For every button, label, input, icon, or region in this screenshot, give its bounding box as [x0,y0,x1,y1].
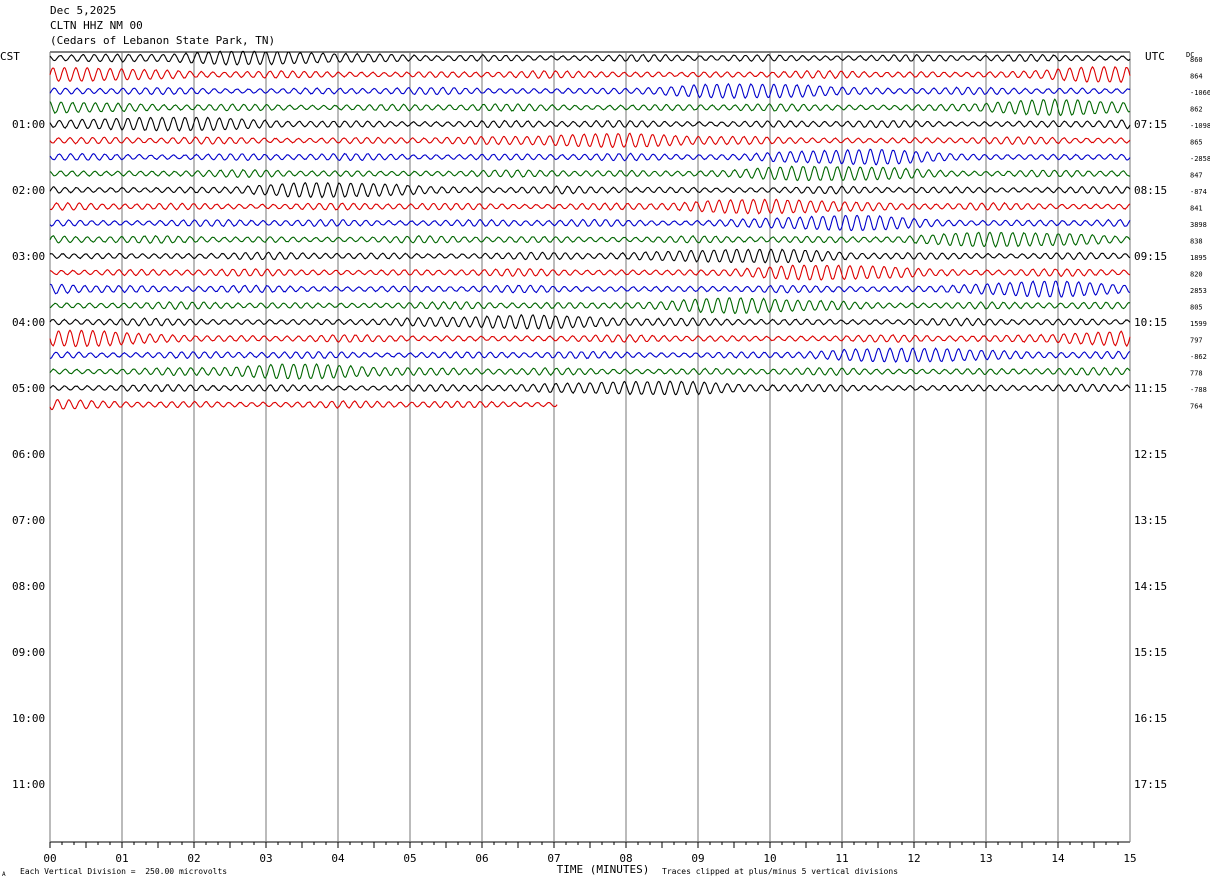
trace-row-3 [49,82,1131,100]
cst-hour-label: 08:00 [12,580,45,593]
dc-offset-label: 778 [1190,370,1203,378]
utc-hour-label: 12:15 [1134,448,1167,461]
dc-offset-label: 864 [1190,73,1203,81]
utc-hour-label: 13:15 [1134,514,1167,527]
dc-offset-label: 1895 [1190,254,1207,262]
trace-row-12 [49,231,1131,248]
dc-offset-label: 1599 [1190,320,1207,328]
cst-hour-label: 04:00 [12,316,45,329]
dc-offset-label: -2858 [1190,155,1210,163]
dc-offset-label: 841 [1190,205,1203,213]
x-tick-label: 14 [1051,852,1065,865]
trace-row-14 [49,264,1131,281]
seismic-traces [49,50,1131,411]
dc-offset-label: 838 [1190,238,1203,246]
trace-row-20 [49,363,1131,380]
trace-row-21 [49,380,1131,396]
x-tick-label: 01 [115,852,128,865]
station-label: CLTN HHZ NM 00 [50,19,143,32]
trace-row-1 [49,50,1131,66]
trace-row-2 [49,66,1131,83]
clip-note: Traces clipped at plus/minus 5 vertical … [662,867,899,876]
scale-note: Each Vertical Division = 250.00 microvol… [20,867,228,876]
dc-offset-label: -1098 [1190,122,1210,130]
dc-offset-label: -874 [1190,188,1207,196]
dc-offset-label: 764 [1190,403,1203,411]
x-tick-label: 02 [187,852,200,865]
trace-row-11 [49,214,1131,232]
x-tick-label: 08 [619,852,632,865]
x-tick-label: 03 [259,852,272,865]
utc-hour-label: 17:15 [1134,778,1167,791]
trace-row-19 [49,347,1131,363]
dc-label: DC [1186,51,1194,59]
cst-hour-label: 05:00 [12,382,45,395]
utc-label: UTC [1145,50,1165,63]
cst-hour-label: 06:00 [12,448,45,461]
trace-row-16 [49,297,1131,315]
dc-offset-label: 865 [1190,139,1203,147]
cst-hour-label: 03:00 [12,250,45,263]
cst-hour-label: 11:00 [12,778,45,791]
dc-offset-label: -788 [1190,386,1207,394]
dc-offset-label: 3898 [1190,221,1207,229]
utc-hour-label: 16:15 [1134,712,1167,725]
dc-offset-label: 862 [1190,106,1203,114]
x-tick-label: 05 [403,852,416,865]
trace-row-8 [49,165,1131,182]
x-tick-label: 12 [907,852,920,865]
x-tick-label: 04 [331,852,345,865]
corner-mark: A [2,871,6,878]
x-tick-label: 00 [43,852,56,865]
x-tick-label: 13 [979,852,992,865]
dc-offset-label: 797 [1190,337,1203,345]
trace-row-18 [49,329,1131,348]
x-tick-label: 15 [1123,852,1136,865]
date-label: Dec 5,2025 [50,4,117,17]
dc-offset-label: 860 [1190,56,1203,64]
cst-hour-label: 09:00 [12,646,45,659]
x-tick-label: 09 [691,852,704,865]
axis-labels: 00 01 02 03 04 05 06 07 08 09 10 11 12 13 14 15 01:00 02:… [12,56,1210,865]
x-tick-label: 11 [835,852,848,865]
utc-hour-label: 11:15 [1134,382,1167,395]
minute-gridlines [49,51,1131,848]
location-label: (Cedars of Lebanon State Park, TN) [50,34,276,47]
trace-row-4 [49,98,1131,117]
dc-offset-label: 805 [1190,304,1203,312]
trace-row-22 [49,399,558,411]
utc-hour-label: 07:15 [1134,118,1167,131]
x-tick-label: 10 [763,852,776,865]
utc-hour-label: 14:15 [1134,580,1167,593]
utc-hour-label: 08:15 [1134,184,1167,197]
dc-offset-label: 820 [1190,271,1203,279]
trace-row-6 [49,132,1131,149]
dc-offset-label: -862 [1190,353,1207,361]
cst-hour-label: 01:00 [12,118,45,131]
cst-hour-label: 07:00 [12,514,45,527]
trace-row-7 [49,148,1131,166]
utc-hour-label: 10:15 [1134,316,1167,329]
x-axis-title: TIME (MINUTES) [557,863,650,876]
dc-offset-label: 2853 [1190,287,1207,295]
cst-hour-label: 10:00 [12,712,45,725]
trace-row-17 [49,313,1131,330]
utc-hour-label: 15:15 [1134,646,1167,659]
cst-label: CST [0,50,20,63]
x-tick-label: 06 [475,852,488,865]
trace-row-10 [49,198,1131,215]
utc-hour-label: 09:15 [1134,250,1167,263]
cst-hour-label: 02:00 [12,184,45,197]
trace-row-9 [49,181,1131,199]
x-tick-label: 07 [547,852,560,865]
trace-row-5 [49,116,1131,132]
dc-offset-label: -1066 [1190,89,1210,97]
trace-row-13 [49,248,1131,264]
dc-offset-label: 847 [1190,172,1203,180]
trace-row-15 [49,280,1131,298]
